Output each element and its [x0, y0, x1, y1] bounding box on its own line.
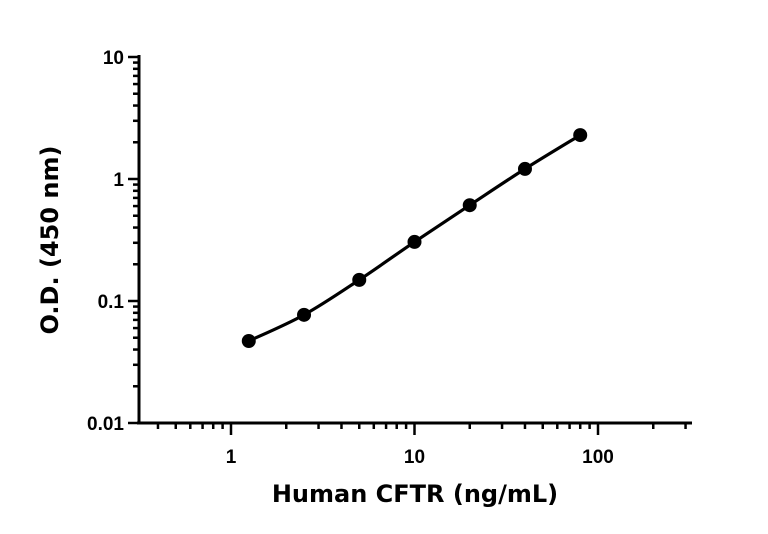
y-tick-label: 10 [103, 48, 124, 69]
data-point-marker [517, 161, 532, 176]
x-axis-ticks [156, 423, 687, 435]
y-tick-label: 0.01 [87, 414, 124, 435]
data-point-marker [352, 272, 367, 287]
y-axis-tick-labels: 0.01 0.1 1 10 [87, 48, 124, 435]
x-tick-label: 100 [582, 447, 614, 468]
x-tick-label: 10 [404, 447, 425, 468]
y-tick-label: 1 [113, 170, 124, 191]
data-point-marker [573, 128, 588, 143]
data-point-marker [407, 234, 422, 249]
x-tick-label: 1 [226, 447, 237, 468]
x-axis-tick-labels: 1 10 100 [226, 447, 614, 468]
data-point-marker [462, 198, 477, 213]
y-axis-ticks [128, 55, 139, 425]
data-point-marker [241, 334, 256, 349]
x-axis-title: Human CFTR (ng/mL) [272, 480, 558, 508]
data-point-marker [297, 307, 312, 322]
y-tick-label: 0.1 [98, 292, 125, 313]
y-axis-title: O.D. (450 nm) [36, 146, 64, 335]
data-points [241, 128, 588, 349]
